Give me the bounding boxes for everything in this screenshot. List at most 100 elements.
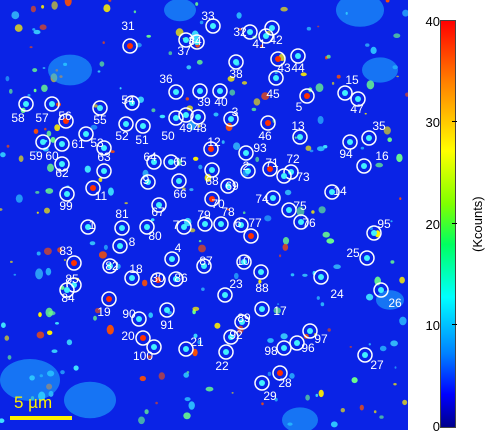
emitter-spot — [106, 296, 112, 302]
background-spot — [182, 187, 186, 191]
emitter-circle — [233, 217, 249, 233]
emitter-circle — [96, 140, 112, 156]
emitter-spot — [59, 141, 65, 147]
background-spot — [214, 322, 221, 329]
emitter-spot — [23, 101, 29, 107]
emitter-spot — [144, 224, 150, 230]
emitter-label: 89 — [237, 311, 251, 325]
emitter-spot — [123, 121, 129, 127]
emitter-circle — [290, 48, 306, 64]
background-spot — [186, 371, 190, 374]
background-spot — [399, 316, 407, 326]
background-spot — [108, 0, 112, 2]
background-spot — [36, 211, 39, 214]
emitter-circle — [359, 250, 375, 266]
emitter-spot — [245, 168, 251, 174]
emitter-circle — [238, 145, 254, 161]
emitter-label: 100 — [133, 349, 153, 363]
emitter-circle — [114, 220, 130, 236]
background-spot — [197, 340, 202, 345]
emitter-circle — [243, 228, 259, 244]
background-spot — [370, 46, 377, 55]
emitter-label: 47 — [350, 102, 364, 116]
background-spot — [55, 322, 59, 325]
background-spot — [54, 124, 61, 132]
background-spot — [36, 331, 45, 339]
background-spot — [11, 11, 20, 20]
background-spot — [204, 173, 212, 182]
emitter-label: 84 — [61, 291, 75, 305]
background-spot — [45, 307, 53, 318]
emitter-label: 70 — [211, 197, 225, 211]
emitter-label: 21 — [190, 335, 204, 349]
colorbar-label: (Kcounts) — [470, 196, 485, 252]
background-spot — [103, 4, 111, 13]
emitter-spot — [59, 161, 65, 167]
emitter-circle — [168, 271, 184, 287]
emitter-spot — [101, 145, 107, 151]
emitter-label: 54 — [121, 93, 135, 107]
emitter-spot — [288, 169, 294, 175]
background-spot — [32, 68, 38, 73]
background-spot — [45, 189, 48, 191]
emitter-circle — [135, 330, 151, 346]
emitter-spot — [173, 89, 179, 95]
background-spot — [14, 24, 23, 32]
background-spot — [41, 5, 45, 9]
emitter-circle — [205, 18, 221, 34]
background-spot — [366, 293, 374, 301]
background-spot — [51, 349, 58, 354]
emitter-spot — [329, 189, 335, 195]
emitter-label: 98 — [264, 344, 278, 358]
emitter-spot — [241, 259, 247, 265]
emitter-label: 32 — [233, 25, 247, 39]
emitter-circle — [176, 219, 192, 235]
background-spot — [330, 421, 338, 428]
emitter-circle — [264, 20, 280, 36]
background-spot — [273, 307, 281, 314]
emitter-label: 19 — [97, 305, 111, 319]
background-spot — [151, 108, 156, 113]
emitter-label: 58 — [11, 111, 25, 125]
background-spot — [379, 415, 384, 419]
emitter-label: 68 — [205, 174, 219, 188]
background-spot — [205, 386, 214, 392]
emitter-label: 8 — [129, 235, 136, 249]
background-spot — [99, 61, 105, 67]
emitter-circle — [373, 282, 389, 298]
emitter-label: 13 — [291, 119, 305, 133]
emitter-spot — [71, 260, 77, 266]
emitter-circle — [101, 291, 117, 307]
background-spot — [326, 238, 335, 244]
background-spot — [142, 279, 148, 287]
emitter-spot — [281, 173, 287, 179]
background-spot — [253, 98, 261, 106]
emitter-spot — [294, 340, 300, 346]
background-spot — [336, 74, 341, 79]
background-spot — [279, 254, 282, 258]
emitter-label: 7 — [173, 218, 180, 232]
emitter-circle — [124, 270, 140, 286]
emitter-label: 55 — [93, 113, 107, 127]
emitter-circle — [139, 219, 155, 235]
background-spot — [175, 28, 184, 37]
emitter-circle — [213, 216, 229, 232]
emitter-label: 43 — [277, 61, 291, 75]
background-spot — [124, 202, 128, 205]
emitter-label: 66 — [173, 187, 187, 201]
emitter-spot — [265, 120, 271, 126]
background-spot — [110, 150, 115, 154]
background-cluster — [376, 290, 404, 310]
emitter-spot — [247, 29, 253, 35]
emitter-label: 64 — [143, 150, 157, 164]
emitter-circle — [122, 38, 138, 54]
emitter-spot — [281, 345, 287, 351]
background-cluster — [282, 407, 318, 430]
emitter-circle — [203, 141, 219, 157]
emitter-spot — [101, 168, 107, 174]
background-spot — [18, 155, 24, 162]
emitter-spot — [64, 191, 70, 197]
background-spot — [10, 260, 13, 263]
background-spot — [327, 328, 331, 332]
background-spot — [267, 371, 272, 376]
